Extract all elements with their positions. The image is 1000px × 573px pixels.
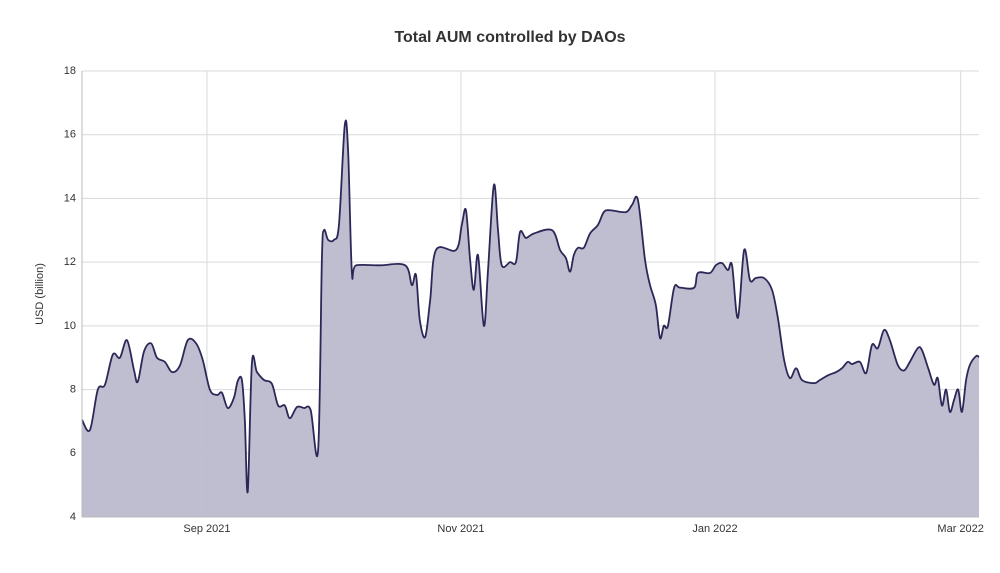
y-tick-label: 10 bbox=[64, 320, 76, 332]
y-tick-label: 14 bbox=[64, 192, 76, 204]
x-tick-label: Mar 2022 bbox=[937, 523, 983, 535]
x-tick-label: Jan 2022 bbox=[692, 523, 737, 535]
y-tick-label: 16 bbox=[64, 129, 76, 141]
y-axis-label: USD (billion) bbox=[34, 263, 46, 325]
y-tick-label: 4 bbox=[70, 511, 76, 523]
x-tick-label: Sep 2021 bbox=[183, 523, 230, 535]
x-tick-label: Nov 2021 bbox=[437, 523, 484, 535]
area-fill bbox=[82, 120, 979, 517]
area-line bbox=[81, 119, 980, 494]
chart-title: Total AUM controlled by DAOs bbox=[394, 29, 625, 46]
y-tick-label: 18 bbox=[64, 65, 76, 77]
y-tick-label: 12 bbox=[64, 256, 76, 268]
y-tick-label: 8 bbox=[70, 383, 76, 395]
y-tick-label: 6 bbox=[70, 447, 76, 459]
